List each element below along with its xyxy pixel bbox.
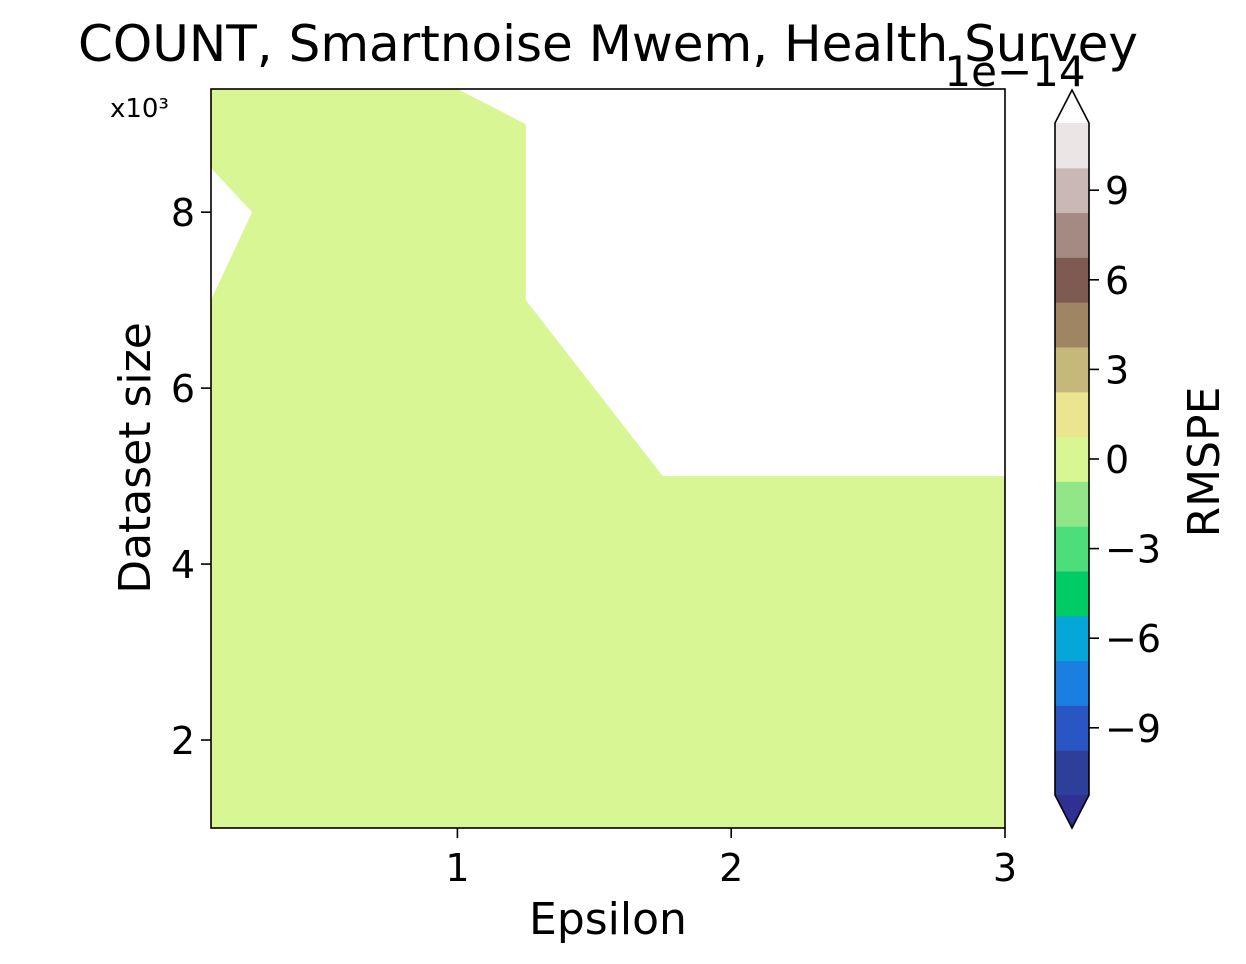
y-tick-label: 6: [171, 367, 195, 411]
colorbar-extend-min: [1055, 795, 1089, 828]
colorbar-tick-label: 9: [1105, 169, 1129, 213]
contour-region: [211, 89, 1005, 828]
colorbar-tick-label: 3: [1105, 348, 1129, 392]
x-axis-ticks: 1 2 3: [445, 828, 1017, 890]
colorbar-label: RMSPE: [1179, 387, 1230, 538]
colorbar-tick-label: 6: [1105, 259, 1129, 303]
colorbar: [1054, 88, 1090, 830]
chart-title: COUNT, Smartnoise Mwem, Health Survey: [78, 15, 1138, 73]
colorbar-tick-label: 0: [1105, 438, 1129, 482]
x-axis-label: Epsilon: [529, 894, 687, 945]
y-multiplier-label: x10³: [110, 94, 169, 124]
colorbar-band: [1055, 167, 1089, 214]
x-tick-label: 3: [993, 846, 1017, 890]
colorbar-band: [1055, 571, 1089, 617]
colorbar-band: [1055, 705, 1089, 751]
x-tick-label: 1: [445, 846, 469, 890]
colorbar-band: [1055, 436, 1089, 482]
colorbar-band: [1055, 615, 1089, 662]
colorbar-band: [1055, 212, 1089, 258]
colorbar-band: [1055, 391, 1089, 438]
x-tick-label: 2: [719, 846, 743, 890]
colorbar-ticks: −9 −6 −3 0 3 6 9: [1089, 169, 1161, 751]
colorbar-band: [1055, 347, 1089, 393]
colorbar-band: [1055, 660, 1089, 706]
colorbar-band: [1055, 123, 1089, 169]
colorbar-band: [1055, 750, 1089, 796]
y-axis-ticks: 2 4 6 8: [171, 191, 211, 763]
colorbar-tick-label: −9: [1105, 707, 1161, 751]
colorbar-band: [1055, 526, 1089, 572]
y-tick-label: 8: [171, 191, 195, 235]
colorbar-band: [1055, 481, 1089, 527]
plot-area: [210, 88, 1006, 829]
colorbar-outline: [1054, 88, 1090, 830]
colorbar-band: [1055, 257, 1089, 303]
y-tick-label: 4: [171, 543, 195, 587]
colorbar-tick-label: −6: [1105, 617, 1161, 661]
colorbar-extend-max: [1055, 90, 1089, 123]
y-axis-label: Dataset size: [110, 322, 161, 594]
colorbar-band: [1055, 302, 1089, 348]
colorbar-offset-label: 1e−14: [944, 47, 1085, 96]
y-tick-label: 2: [171, 719, 195, 763]
plot-frame: [210, 88, 1006, 829]
colorbar-tick-label: −3: [1105, 528, 1161, 572]
